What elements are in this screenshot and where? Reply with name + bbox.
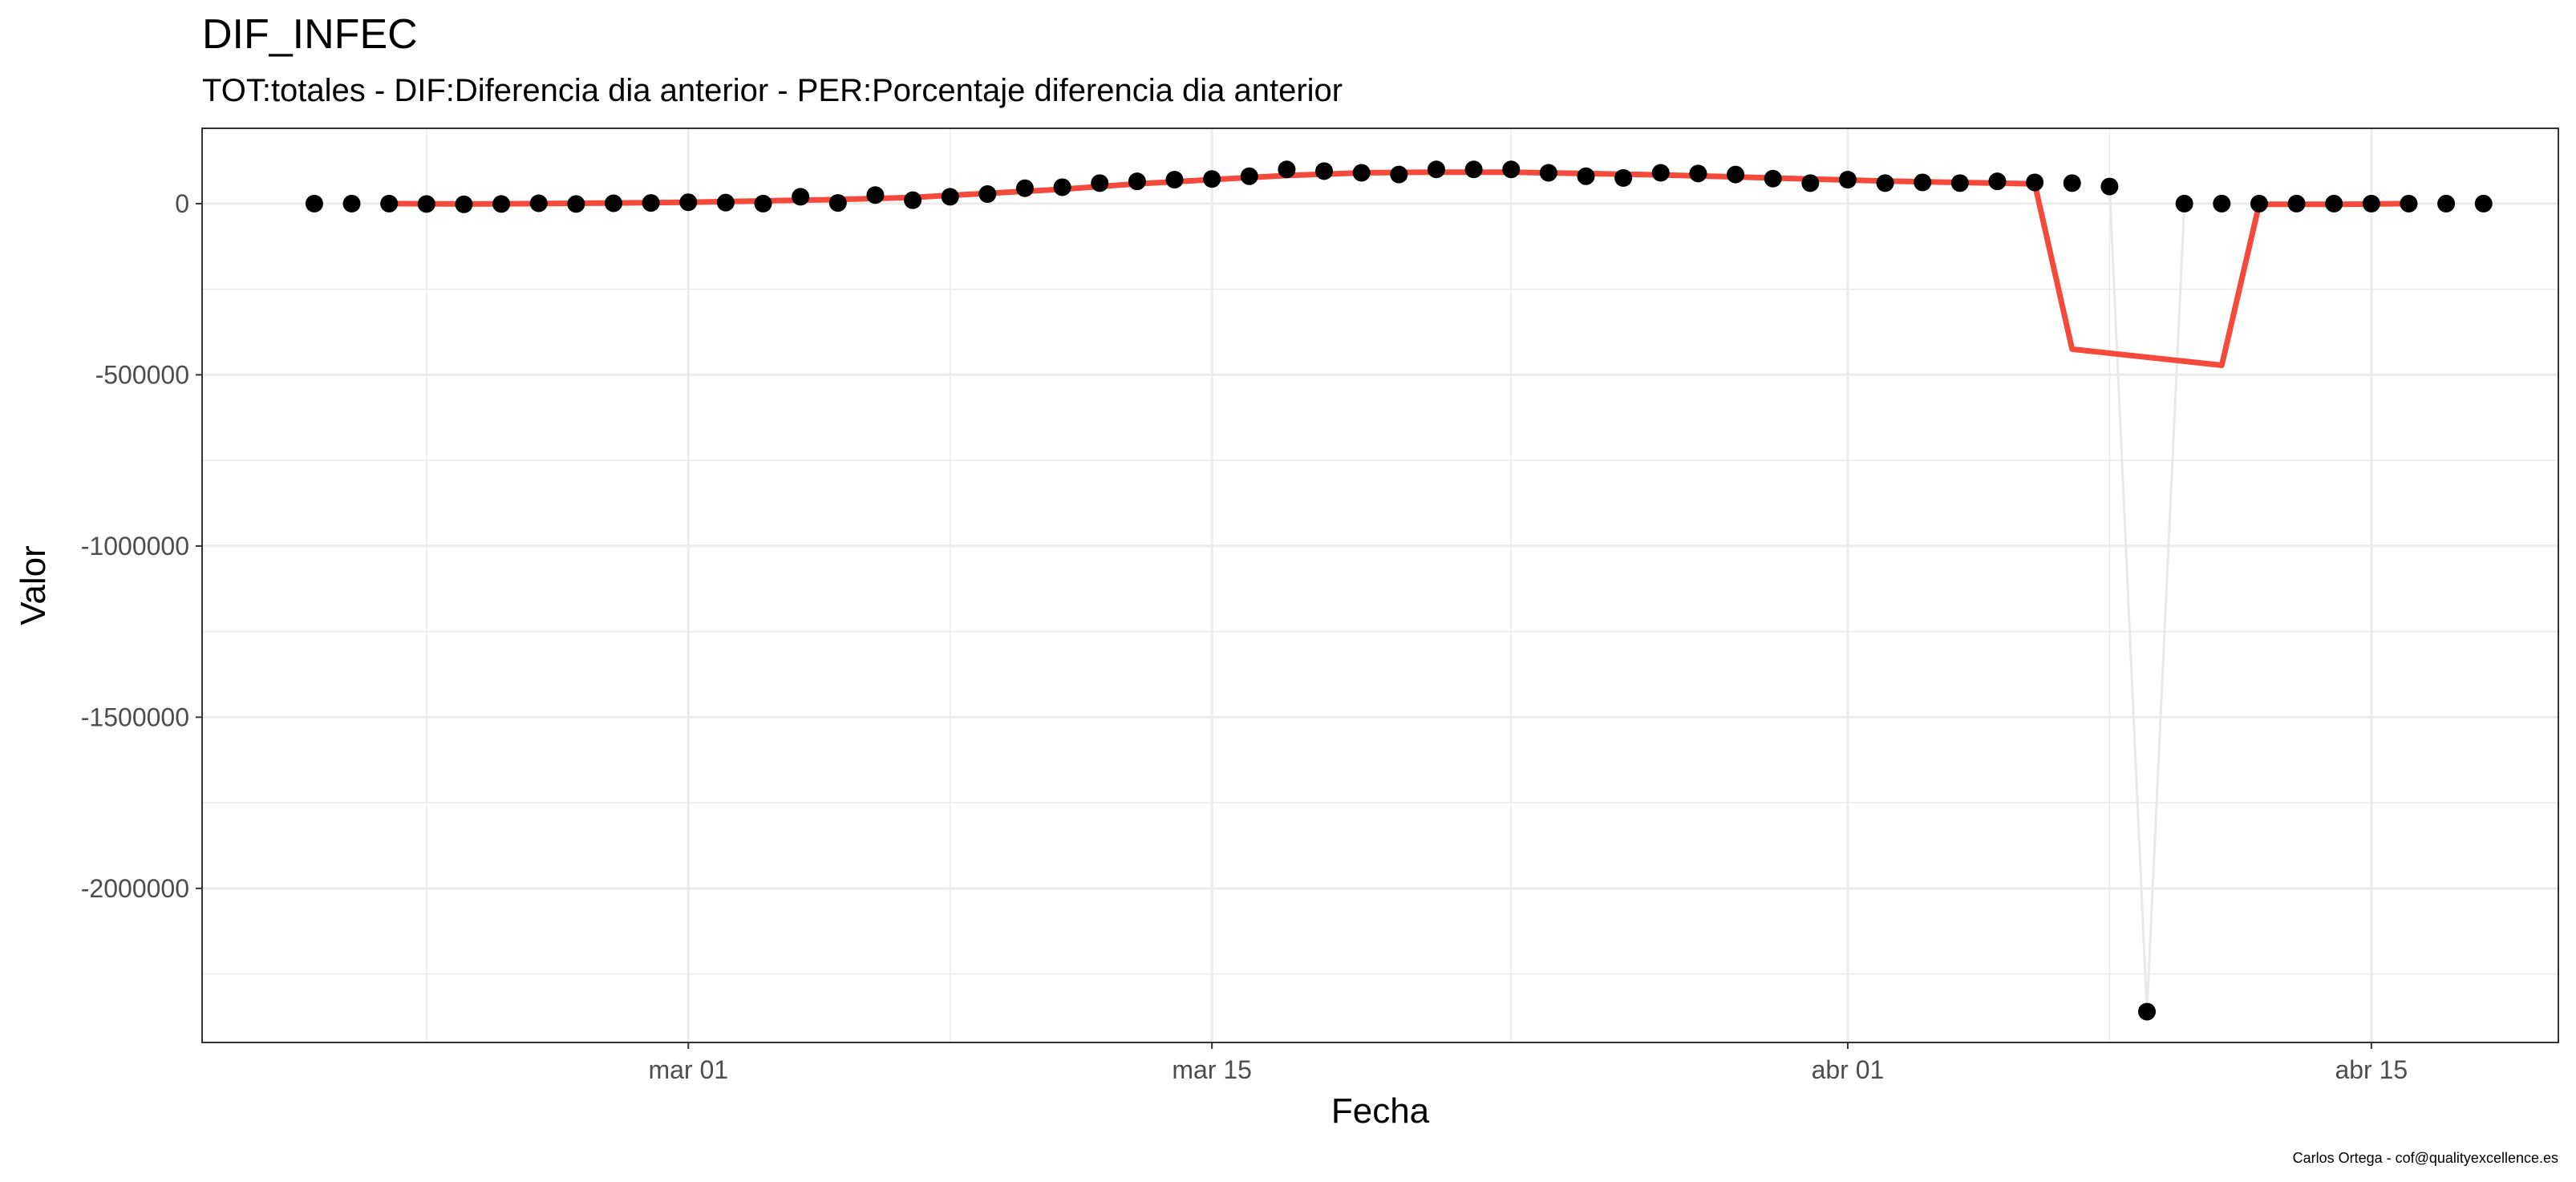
data-point	[866, 186, 885, 204]
data-point	[567, 195, 585, 213]
data-point	[380, 194, 399, 213]
data-point	[1838, 171, 1857, 189]
data-point	[1315, 162, 1334, 180]
data-point	[305, 194, 323, 213]
data-point	[417, 195, 435, 213]
data-point	[2250, 194, 2268, 213]
data-point	[792, 188, 810, 206]
data-point	[1240, 167, 1258, 185]
data-point	[2138, 1002, 2157, 1021]
data-point	[2213, 194, 2231, 213]
y-tick-label: -2000000	[81, 874, 189, 903]
data-point	[1577, 167, 1595, 185]
panel-border	[201, 128, 2559, 1043]
data-point	[679, 193, 698, 212]
y-tick-label: 0	[175, 189, 189, 218]
data-point	[2400, 194, 2418, 213]
data-point	[1614, 168, 1633, 187]
data-point	[1876, 174, 1894, 192]
x-axis: mar 01 mar 15 abr 01 abr 15	[648, 1042, 2408, 1084]
y-tick-label: -1500000	[81, 702, 189, 731]
data-point	[1464, 160, 1483, 179]
data-point	[604, 194, 622, 213]
data-point	[2362, 194, 2380, 213]
data-point	[342, 194, 361, 213]
data-point	[2287, 194, 2306, 213]
data-point	[716, 193, 735, 212]
data-point	[1988, 172, 2007, 191]
data-point	[1914, 173, 1932, 192]
x-tick-label: mar 15	[1172, 1055, 1252, 1084]
x-axis-title: Fecha	[1331, 1091, 1430, 1131]
y-tick-label: -1000000	[81, 532, 189, 561]
data-point	[978, 184, 997, 203]
y-tick-label: -500000	[95, 360, 189, 389]
data-point	[1539, 164, 1557, 182]
chart-subtitle: TOT:totales - DIF:Diferencia dia anterio…	[202, 73, 1343, 108]
data-point	[904, 191, 922, 209]
chart-caption: Carlos Ortega - cof@qualityexcellence.es	[2293, 1150, 2558, 1166]
data-point	[1651, 164, 1670, 182]
data-point	[2325, 194, 2343, 213]
data-point	[1689, 164, 1707, 183]
y-axis-title: Valor	[14, 545, 53, 625]
data-point	[2437, 194, 2456, 213]
data-point	[1764, 169, 1782, 188]
data-point	[1801, 174, 1820, 192]
chart-title: DIF_INFEC	[202, 11, 418, 58]
panel-background	[202, 128, 2558, 1042]
data-point	[1203, 170, 1221, 188]
data-point	[2474, 194, 2493, 213]
data-point	[2100, 177, 2119, 196]
data-point	[1427, 160, 1445, 179]
data-point	[1727, 165, 1745, 184]
data-point	[1390, 165, 1408, 184]
data-point	[1053, 178, 1071, 196]
data-point	[1165, 171, 1184, 189]
data-point	[1015, 179, 1034, 197]
grid-minor-lines	[202, 128, 2558, 1042]
data-point	[1352, 164, 1371, 182]
plot-panel	[201, 128, 2559, 1043]
y-axis: 0 -500000 -1000000 -1500000 -2000000	[81, 189, 202, 903]
data-point	[2175, 194, 2193, 213]
data-point	[1091, 174, 1109, 192]
data-point	[1278, 160, 1296, 179]
data-point	[492, 195, 511, 213]
data-point	[1950, 174, 1969, 192]
grid-major-lines	[202, 128, 2558, 1042]
data-point	[754, 194, 772, 213]
data-point	[455, 195, 473, 213]
data-point	[529, 194, 548, 213]
x-tick-label: abr 15	[2335, 1055, 2408, 1084]
data-point	[2026, 173, 2044, 192]
data-point	[2063, 174, 2081, 192]
data-point	[1502, 160, 1521, 179]
data-point	[828, 194, 847, 213]
data-point	[642, 194, 660, 213]
x-tick-label: abr 01	[1812, 1055, 1885, 1084]
data-points-layer	[305, 160, 2493, 1021]
data-point	[1128, 172, 1146, 191]
x-tick-label: mar 01	[648, 1055, 728, 1084]
data-point	[941, 188, 959, 206]
